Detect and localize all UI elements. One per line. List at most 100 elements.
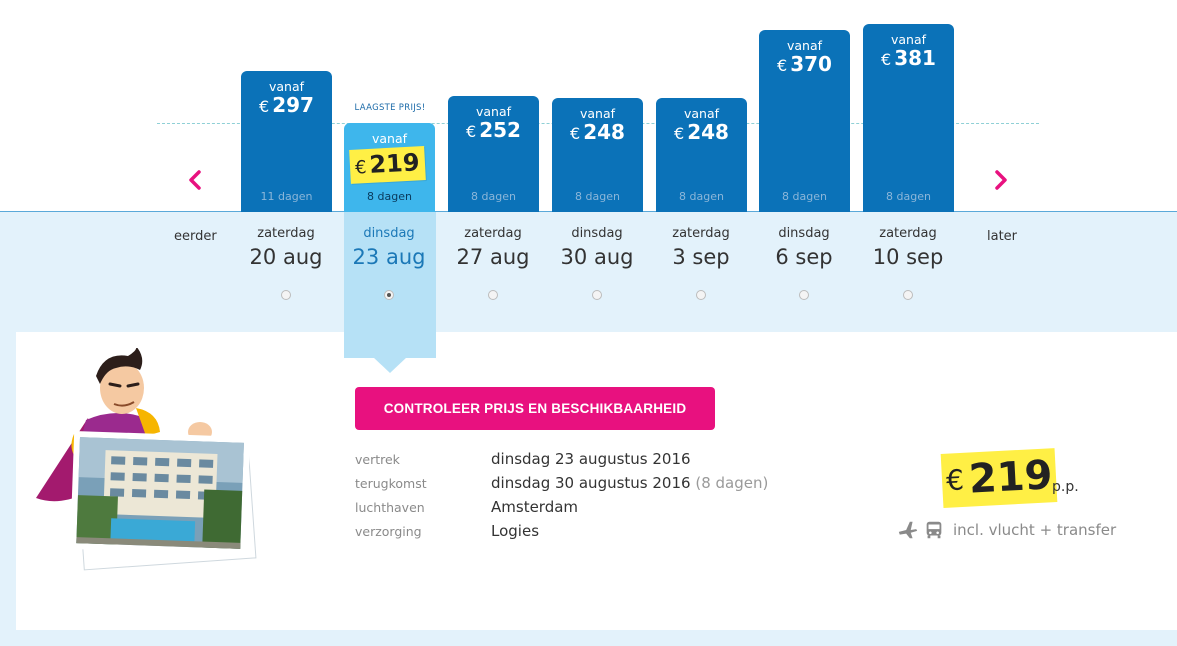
bar-price: €370 (759, 53, 850, 77)
bar-duration: 8 dagen (471, 190, 516, 203)
currency-symbol: € (881, 50, 892, 69)
return-duration: (8 dagen) (695, 474, 769, 492)
weekday-label: dinsdag (778, 226, 830, 241)
date-option[interactable]: zaterdag 20 aug (234, 226, 338, 272)
vanaf-label: vanaf (890, 32, 927, 47)
cloud-decoration (0, 292, 40, 326)
total-price: € 219 (940, 448, 1058, 508)
price-bar[interactable]: vanaf €297 11 dagen (241, 71, 332, 212)
vanaf-label: vanaf (683, 106, 720, 121)
date-radio[interactable] (488, 290, 498, 300)
bar-duration: 8 dagen (679, 190, 724, 203)
date-radio[interactable] (903, 290, 913, 300)
date-band (0, 212, 1177, 332)
bar-price-value: 248 (583, 120, 625, 144)
left-border-decoration (0, 332, 16, 646)
date-label: 30 aug (560, 245, 634, 269)
earlier-link[interactable]: eerder (174, 229, 217, 244)
bar-price-value: 252 (479, 118, 521, 142)
currency-symbol: € (259, 97, 270, 116)
date-option[interactable]: zaterdag 3 sep (649, 226, 753, 272)
return-value: dinsdag 30 augustus 2016 (8 dagen) (491, 474, 768, 492)
bar-price-value: 297 (272, 93, 314, 117)
next-dates-button[interactable] (989, 166, 1013, 196)
chevron-right-icon (995, 170, 1007, 190)
date-radio[interactable] (696, 290, 706, 300)
lowest-price-label: LAAGSTE PRIJS! (354, 103, 426, 113)
departure-label: vertrek (355, 452, 400, 467)
date-radio[interactable] (592, 290, 602, 300)
price-bar[interactable]: vanaf €219 8 dagen (344, 123, 435, 212)
currency-symbol: € (945, 463, 965, 498)
bus-icon (926, 521, 942, 539)
chevron-left-icon (189, 170, 201, 190)
later-link[interactable]: later (987, 229, 1018, 244)
departure-value: dinsdag 23 augustus 2016 (491, 450, 691, 468)
weekday-label: zaterdag (879, 226, 937, 241)
currency-symbol: € (354, 157, 368, 179)
bar-duration: 8 dagen (367, 190, 412, 203)
bar-price-value: 219 (368, 148, 421, 179)
weekday-label: zaterdag (257, 226, 315, 241)
selected-column-highlight (344, 212, 436, 358)
weekday-label: zaterdag (464, 226, 522, 241)
total-price-value: 219 (967, 452, 1054, 503)
date-option[interactable]: zaterdag 10 sep (856, 226, 960, 272)
bar-price: €297 (241, 94, 332, 118)
currency-symbol: € (674, 124, 685, 143)
airport-value: Amsterdam (491, 498, 579, 516)
bar-price-value: 381 (894, 46, 936, 70)
date-radio[interactable] (281, 290, 291, 300)
currency-symbol: € (466, 122, 477, 141)
date-option[interactable]: dinsdag 23 aug (337, 226, 441, 272)
return-label: terugkomst (355, 476, 427, 491)
date-label: 3 sep (672, 245, 730, 269)
date-radio[interactable] (384, 290, 394, 300)
bar-price: €248 (656, 121, 747, 145)
vanaf-label: vanaf (475, 104, 512, 119)
vanaf-label: vanaf (786, 38, 823, 53)
mascot-illustration (36, 348, 257, 571)
date-option[interactable]: dinsdag 30 aug (545, 226, 649, 272)
date-option[interactable]: dinsdag 6 sep (752, 226, 856, 272)
date-label: 6 sep (775, 245, 833, 269)
price-bar[interactable]: vanaf €252 8 dagen (448, 96, 539, 212)
weekday-label: dinsdag (571, 226, 623, 241)
bottom-border-decoration (0, 630, 1177, 646)
bar-price: €219 (349, 146, 426, 184)
board-label: verzorging (355, 524, 422, 539)
date-label: 20 aug (249, 245, 323, 269)
currency-symbol: € (777, 56, 788, 75)
date-radio[interactable] (799, 290, 809, 300)
weekday-label: dinsdag (363, 226, 415, 241)
included-services-label: incl. vlucht + transfer (953, 521, 1117, 539)
date-option[interactable]: zaterdag 27 aug (441, 226, 545, 272)
weekday-label: zaterdag (672, 226, 730, 241)
bar-duration: 8 dagen (782, 190, 827, 203)
selected-pointer (373, 357, 407, 373)
date-label: 23 aug (352, 245, 426, 269)
date-label: 27 aug (456, 245, 530, 269)
bar-price: €252 (448, 119, 539, 143)
bar-price: €381 (863, 47, 954, 71)
bar-duration: 8 dagen (575, 190, 620, 203)
price-bar[interactable]: vanaf €370 8 dagen (759, 30, 850, 212)
bar-price: €248 (552, 121, 643, 145)
price-bar[interactable]: vanaf €248 8 dagen (552, 98, 643, 212)
price-bar[interactable]: vanaf €248 8 dagen (656, 98, 747, 212)
date-label: 10 sep (872, 245, 944, 269)
per-person-label: p.p. (1052, 479, 1079, 495)
currency-symbol: € (570, 124, 581, 143)
vanaf-label: vanaf (371, 131, 408, 146)
bar-price-value: 248 (687, 120, 729, 144)
airport-label: luchthaven (355, 500, 425, 515)
vanaf-label: vanaf (268, 79, 305, 94)
previous-dates-button[interactable] (183, 166, 207, 196)
return-date: dinsdag 30 augustus 2016 (491, 474, 691, 492)
check-price-availability-button[interactable]: CONTROLEER PRIJS EN BESCHIKBAARHEID (355, 387, 715, 430)
vanaf-label: vanaf (579, 106, 616, 121)
board-value: Logies (491, 522, 540, 540)
price-bar[interactable]: vanaf €381 8 dagen (863, 24, 954, 212)
plane-icon (898, 521, 918, 539)
bar-duration: 11 dagen (260, 190, 313, 203)
